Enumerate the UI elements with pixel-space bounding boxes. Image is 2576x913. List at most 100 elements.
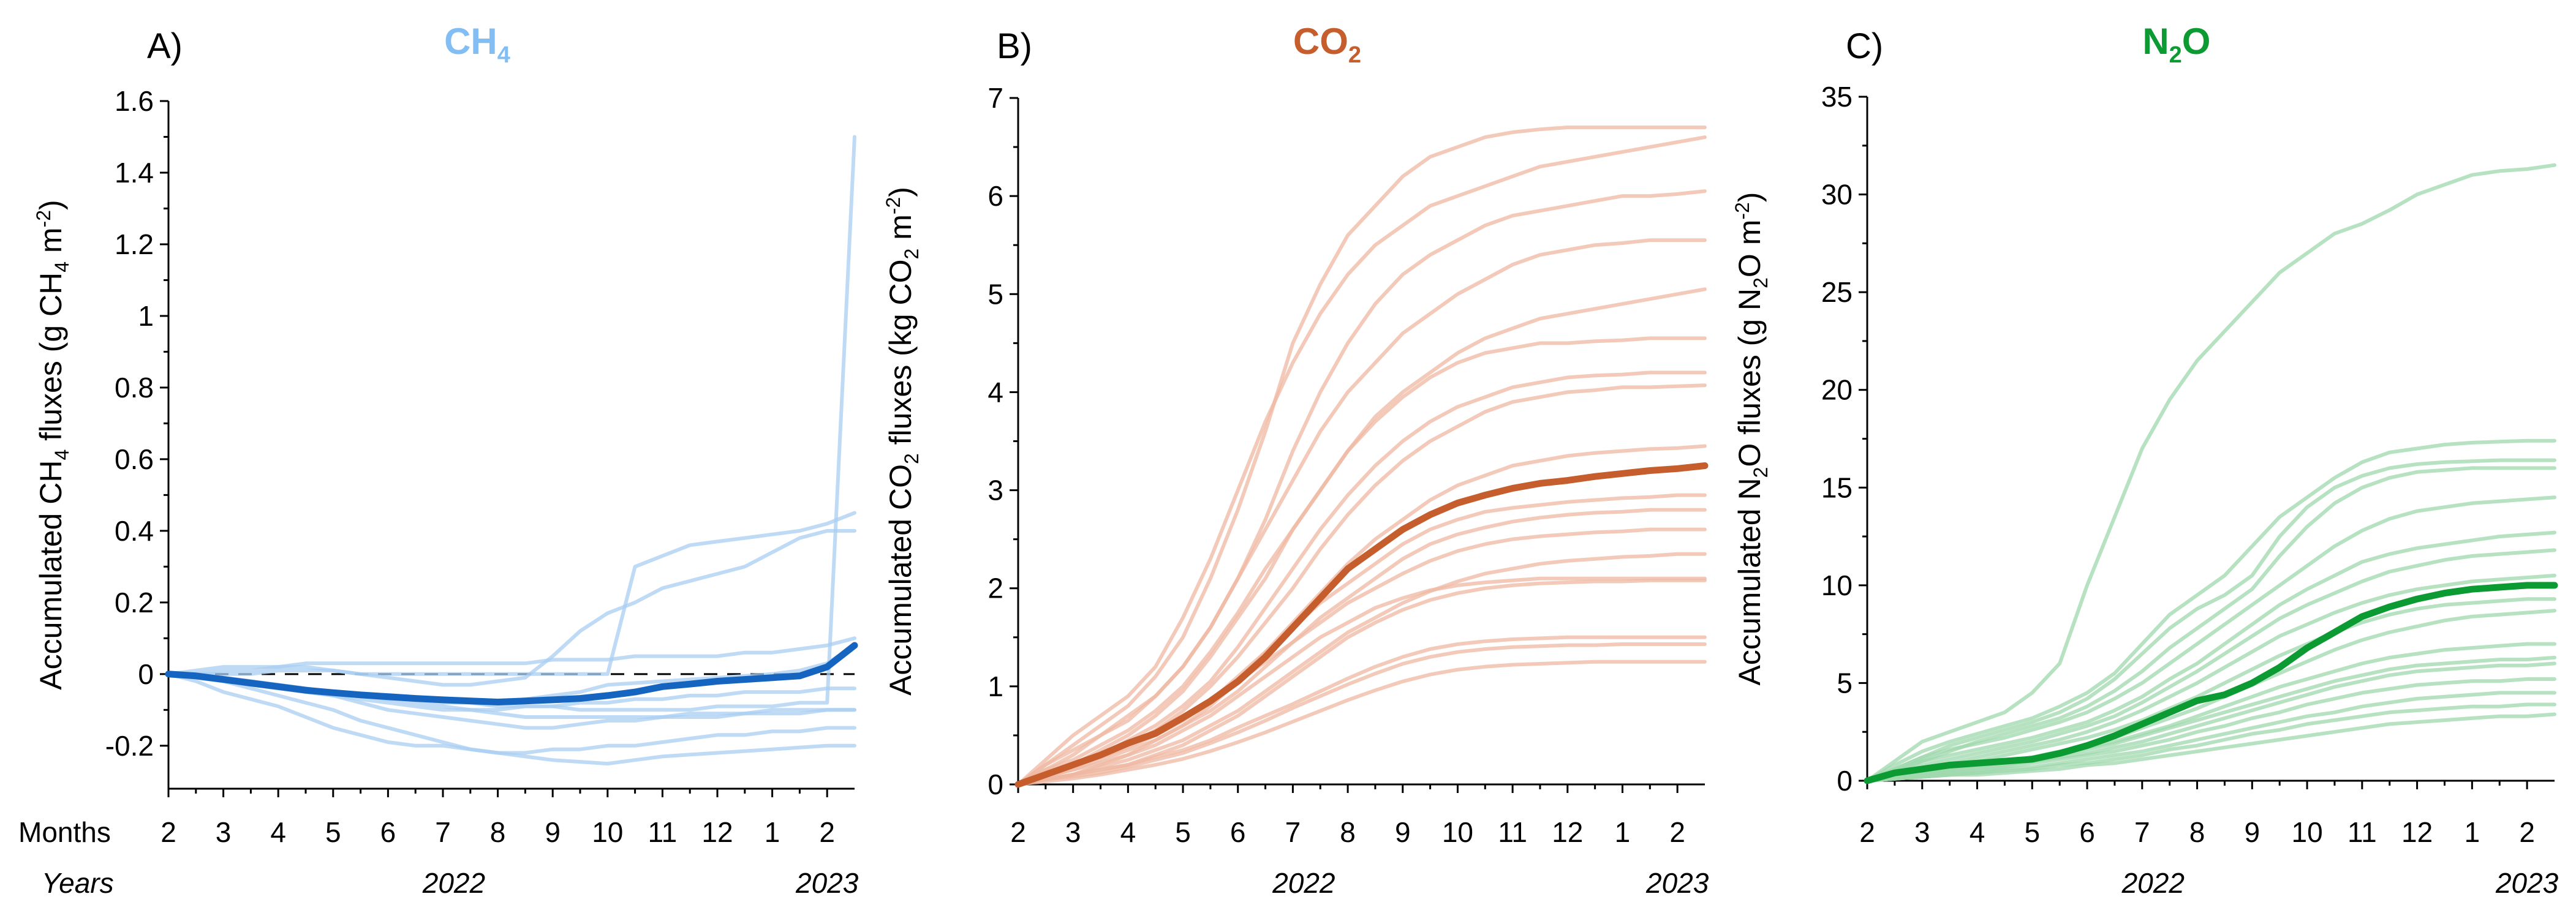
y-tick-label: 10 [1821, 569, 1853, 601]
x-tick-label: 6 [2079, 816, 2095, 848]
series-line [1865, 655, 2556, 783]
x-tick-label: 3 [1065, 816, 1081, 848]
x-tick-label: 10 [1442, 816, 1473, 848]
panel-label: C) [1846, 26, 1883, 66]
x-tick-label: 1 [1615, 816, 1631, 848]
x-tick-label: 2 [1859, 816, 1875, 848]
y-tick-label: 25 [1821, 276, 1853, 308]
series-line [1016, 552, 1707, 786]
gas-title: N2O [2142, 21, 2210, 68]
x-tick-label: 8 [1340, 816, 1356, 848]
y-tick-label: 0.2 [115, 587, 154, 618]
x-tick-label: 10 [592, 816, 623, 848]
y-tick-label: 3 [988, 475, 1003, 506]
months-row-label: Months [18, 816, 111, 848]
year-label: 2022 [422, 867, 485, 899]
y-tick-label: 1 [988, 671, 1003, 702]
year-label: 2022 [1272, 867, 1335, 899]
series-line [167, 135, 856, 712]
y-tick-label: 0 [1837, 765, 1853, 797]
series-line [1865, 573, 2556, 783]
y-tick-label: 30 [1821, 179, 1853, 211]
y-tick-label: 35 [1821, 81, 1853, 113]
x-tick-label: 8 [2189, 816, 2205, 848]
y-tick-label: 1.6 [115, 85, 154, 117]
series-line [1865, 495, 2556, 783]
y-axis-title: Accumulated CH4 fluxes (g CH4 m-2) [32, 200, 73, 689]
x-tick-label: 9 [2245, 816, 2261, 848]
x-tick-label: 9 [1395, 816, 1411, 848]
panel-label: A) [147, 26, 183, 66]
x-tick-label: 12 [1552, 816, 1583, 848]
x-tick-label: 7 [435, 816, 451, 848]
x-tick-label: 12 [701, 816, 733, 848]
x-tick-label: 2 [161, 816, 176, 848]
x-tick-label: 1 [765, 816, 780, 848]
chart-panel-co2: B) CO2 Accumulated CO2 fluxes (kg CO2 m-2)… [882, 21, 1709, 899]
y-tick-label: 0.4 [115, 515, 154, 547]
x-tick-label: 6 [1230, 816, 1246, 848]
chart-panel-n2o: C) N2O Accumulated N2O fluxes (g N2O m-2) 0… [1731, 21, 2559, 899]
y-tick-label: 0.8 [115, 372, 154, 404]
y-tick-label: 2 [988, 573, 1003, 604]
y-tick-label: 15 [1821, 472, 1853, 503]
series-line [1016, 238, 1707, 786]
series-line [1865, 661, 2556, 783]
y-tick-label: 0.6 [115, 443, 154, 475]
x-tick-label: 3 [216, 816, 232, 848]
chart-panel-ch4: A) CH4 Accumulated CH4 fluxes (g CH4 m-2) -… [32, 21, 859, 899]
series-line [1016, 493, 1707, 786]
series-line [1865, 466, 2556, 783]
series-line [167, 511, 856, 676]
y-tick-label: 1.2 [115, 228, 154, 260]
series-line [1016, 635, 1707, 786]
x-tick-label: 2 [1010, 816, 1026, 848]
series-line [1016, 189, 1707, 786]
panels: A) CH4 Accumulated CH4 fluxes (g CH4 m-2) -… [32, 21, 2559, 899]
year-label: 2023 [2495, 867, 2559, 899]
series-line [1016, 576, 1707, 786]
series-line [1016, 336, 1707, 786]
y-tick-label: 7 [988, 82, 1003, 114]
series-line [1016, 370, 1707, 786]
y-tick-label: -0.2 [105, 730, 154, 762]
x-tick-label: 11 [648, 816, 678, 848]
y-tick-label: 1 [138, 300, 154, 332]
gas-title: CO2 [1293, 21, 1361, 68]
x-tick-label: 2 [819, 816, 835, 848]
series-line [167, 636, 856, 676]
x-tick-label: 4 [1120, 816, 1136, 848]
x-tick-label: 1 [2465, 816, 2480, 848]
y-tick-label: 5 [1837, 667, 1853, 699]
series-line [1016, 659, 1707, 786]
panel-label: B) [997, 26, 1032, 66]
series-line [1016, 126, 1707, 786]
x-tick-label: 2 [1669, 816, 1685, 848]
series-line [1865, 712, 2556, 783]
x-tick-label: 11 [1498, 816, 1527, 848]
x-tick-label: 10 [2291, 816, 2322, 848]
y-tick-label: 20 [1821, 374, 1853, 406]
series-line [1016, 135, 1707, 786]
series-line [1016, 642, 1707, 786]
x-tick-label: 11 [2347, 816, 2377, 848]
x-tick-label: 7 [2134, 816, 2150, 848]
mean-line [1864, 582, 2558, 784]
series-line [1865, 438, 2556, 783]
series-line [167, 672, 856, 755]
x-tick-label: 6 [380, 816, 396, 848]
mean-line [1014, 462, 1709, 788]
y-tick-label: 4 [988, 376, 1003, 408]
year-label: 2022 [2121, 867, 2185, 899]
mean-line [165, 642, 858, 705]
year-label: 2023 [795, 867, 859, 899]
y-axis-title: Accumulated CO2 fluxes (kg CO2 m-2) [882, 187, 923, 696]
y-axis-title: Accumulated N2O fluxes (g N2O m-2) [1731, 192, 1772, 686]
series-line [1016, 508, 1707, 786]
y-tick-label: 1.4 [115, 157, 154, 189]
x-tick-label: 4 [270, 816, 286, 848]
x-tick-label: 3 [1914, 816, 1930, 848]
series-line [1865, 163, 2556, 783]
x-tick-label: 4 [1970, 816, 1985, 848]
